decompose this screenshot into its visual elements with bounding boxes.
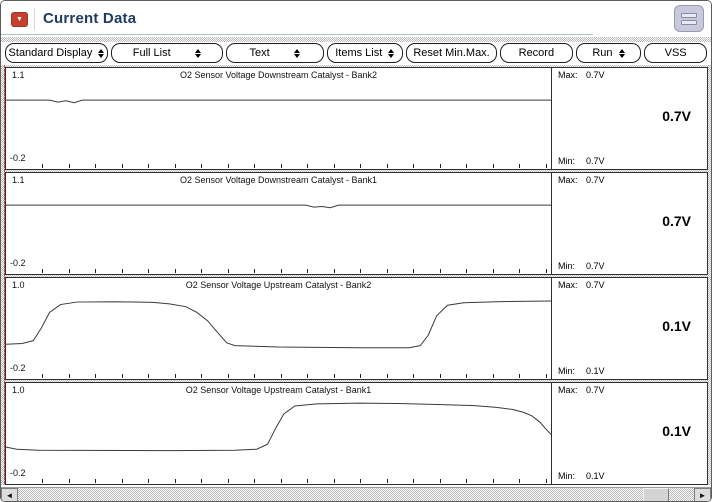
max-label: Max: [558, 385, 578, 395]
chart-panel-downstream-bank1: 1.1 O2 Sensor Voltage Downstream Catalys… [5, 172, 708, 275]
button-label: Reset Min.Max. [413, 47, 490, 59]
waveform-trace [6, 74, 551, 159]
button-label: Text [249, 47, 270, 59]
waveform-trace [6, 179, 551, 264]
min-label: Min: [558, 366, 576, 376]
max-label: Max: [558, 70, 578, 80]
current-value: 0.1V [662, 318, 691, 335]
full-list-button[interactable]: Full List [110, 43, 223, 63]
scroll-left-icon[interactable]: ◄ [1, 488, 18, 501]
record-button[interactable]: Record [500, 43, 573, 63]
max-value: 0.7V [586, 70, 605, 80]
chart-panel-upstream-bank1: 1.0 O2 Sensor Voltage Upstream Catalyst … [5, 382, 708, 485]
max-label: Max: [558, 175, 578, 185]
value-panel: Max: 0.7V 0.7V Min: 0.7V [551, 68, 707, 169]
value-panel: Max: 0.7V 0.1V Min: 0.1V [551, 383, 707, 484]
current-value: 0.7V [662, 213, 691, 230]
y-max-label: 1.0 [12, 280, 25, 290]
print-icon[interactable] [674, 5, 704, 32]
y-max-label: 1.1 [12, 70, 25, 80]
panel-title: O2 Sensor Voltage Downstream Catalyst - … [179, 175, 378, 185]
spinner-icon [194, 48, 201, 58]
scrollbar-thumb[interactable] [643, 488, 669, 501]
button-label: Run [592, 47, 613, 59]
max-value: 0.7V [586, 280, 605, 290]
toolbar: Standard Display Full List Text Items Li… [1, 42, 711, 65]
spinner-icon [388, 48, 395, 58]
standard-display-button[interactable]: Standard Display [5, 43, 108, 63]
toolbar-top-strip [1, 37, 711, 42]
min-value: 0.7V [586, 261, 605, 271]
y-min-label: -0.2 [10, 153, 26, 163]
button-label: Record [518, 47, 555, 59]
disclosure-icon[interactable]: ▼ [11, 12, 28, 27]
chart-panel-upstream-bank2: 1.0 O2 Sensor Voltage Upstream Catalyst … [5, 277, 708, 380]
value-panel: Max: 0.7V 0.1V Min: 0.1V [551, 278, 707, 379]
titlebar-rule [1, 34, 593, 35]
spinner-icon [618, 48, 625, 58]
waveform-trace [6, 389, 551, 474]
button-label: Items List [335, 47, 383, 59]
current-value: 0.7V [662, 108, 691, 125]
button-label: Full List [132, 47, 171, 59]
chart-area: 1.1 O2 Sensor Voltage Downstream Catalys… [1, 65, 711, 485]
current-value: 0.1V [662, 423, 691, 440]
page-title: Current Data [43, 10, 137, 27]
max-label: Max: [558, 280, 578, 290]
panel-title: O2 Sensor Voltage Downstream Catalyst - … [179, 70, 378, 80]
panel-title: O2 Sensor Voltage Upstream Catalyst - Ba… [185, 280, 372, 290]
y-min-label: -0.2 [10, 258, 26, 268]
scroll-right-icon[interactable]: ► [694, 488, 711, 501]
x-axis-ticks [6, 478, 551, 484]
value-panel: Max: 0.7V 0.7V Min: 0.7V [551, 173, 707, 274]
spinner-icon [98, 48, 105, 58]
run-button[interactable]: Run [575, 43, 642, 63]
x-axis-ticks [6, 373, 551, 379]
spinner-icon [293, 48, 300, 58]
vss-button[interactable]: VSS [644, 43, 707, 63]
max-value: 0.7V [586, 175, 605, 185]
max-value: 0.7V [586, 385, 605, 395]
title-bar: ▼ Current Data [1, 1, 711, 37]
min-value: 0.7V [586, 156, 605, 166]
horizontal-scrollbar[interactable]: ◄ ► [1, 487, 711, 501]
y-min-label: -0.2 [10, 363, 26, 373]
min-label: Min: [558, 471, 576, 481]
x-axis-ticks [6, 163, 551, 169]
min-label: Min: [558, 261, 576, 271]
titlebar-divider [34, 8, 35, 30]
min-label: Min: [558, 156, 576, 166]
y-min-label: -0.2 [10, 468, 26, 478]
print-icon-bar [681, 12, 697, 18]
items-list-button[interactable]: Items List [326, 43, 403, 63]
min-value: 0.1V [586, 366, 605, 376]
button-label: Standard Display [8, 47, 93, 59]
x-axis-ticks [6, 268, 551, 274]
time-cursor[interactable] [4, 65, 5, 485]
y-max-label: 1.1 [12, 175, 25, 185]
text-button[interactable]: Text [225, 43, 324, 63]
print-icon-bar [681, 19, 697, 25]
button-label: VSS [664, 47, 687, 59]
reset-min-max-button[interactable]: Reset Min.Max. [405, 43, 498, 63]
panel-title: O2 Sensor Voltage Upstream Catalyst - Ba… [185, 385, 372, 395]
y-max-label: 1.0 [12, 385, 25, 395]
waveform-trace [6, 284, 551, 369]
chart-panel-downstream-bank2: 1.1 O2 Sensor Voltage Downstream Catalys… [5, 67, 708, 170]
min-value: 0.1V [586, 471, 605, 481]
